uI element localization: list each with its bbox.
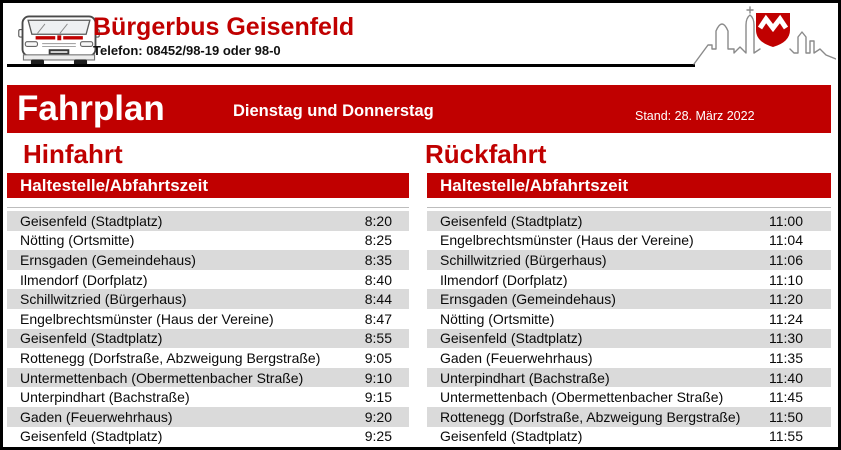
table-row: Geisenfeld (Stadtplatz) 8:20 (7, 211, 409, 231)
header-divider (7, 64, 695, 67)
stop-name: Geisenfeld (Stadtplatz) (20, 330, 163, 347)
table-row: Schillwitzried (Bürgerhaus) 11:06 (427, 250, 831, 270)
stop-name: Engelbrechtsmünster (Haus der Vereine) (440, 232, 694, 249)
departure-time: 11:40 (769, 369, 803, 386)
departure-time: 8:40 (364, 271, 392, 288)
stop-name: Untermettenbach (Obermettenbacher Straße… (20, 369, 304, 386)
table-row: Gaden (Feuerwehrhaus) 9:20 (7, 406, 409, 427)
table-row: Ernsgaden (Gemeindehaus) 8:35 (7, 250, 409, 270)
departure-time: 8:44 (364, 291, 392, 308)
title-banner: Fahrplan Dienstag und Donnerstag Stand: … (7, 85, 831, 133)
departure-time: 11:35 (769, 349, 803, 366)
stop-name: Ilmendorf (Dorfplatz) (440, 271, 568, 288)
stop-name: Schillwitzried (Bürgerhaus) (20, 291, 187, 308)
departure-time: 8:35 (364, 251, 392, 268)
stop-name: Geisenfeld (Stadtplatz) (440, 330, 583, 347)
table-row: Ernsgaden (Gemeindehaus) 11:20 (427, 289, 831, 309)
table-row: Nötting (Ortsmitte) 11:24 (427, 309, 831, 329)
geisenfeld-crest-icon (756, 13, 790, 47)
stop-name: Gaden (Feuerwehrhaus) (440, 349, 593, 366)
departure-time: 11:10 (769, 271, 803, 288)
table-row: Ilmendorf (Dorfplatz) 8:40 (7, 270, 409, 290)
departure-time: 11:00 (769, 212, 803, 229)
table-row: Unterpindhart (Bachstraße) 9:15 (7, 387, 409, 407)
hinfahrt-table: Geisenfeld (Stadtplatz) 8:20 Nötting (Orts… (7, 207, 409, 446)
table-row: Ilmendorf (Dorfplatz) 11:10 (427, 270, 831, 290)
rueckfahrt-table: Geisenfeld (Stadtplatz) 11:00 Engelbrechts… (427, 207, 831, 446)
departure-time: 11:45 (769, 389, 803, 406)
table-row: Schillwitzried (Bürgerhaus) 8:44 (7, 289, 409, 309)
table-row: Unterpindhart (Bachstraße) 11:40 (427, 367, 831, 388)
brand-phone: Telefon: 08452/98-19 oder 98-0 (93, 43, 281, 58)
stop-name: Nötting (Ortsmitte) (440, 310, 555, 327)
rueckfahrt-table-header: Haltestelle/Abfahrtszeit (427, 173, 831, 198)
stop-name: Schillwitzried (Bürgerhaus) (440, 251, 607, 268)
departure-time: 11:55 (769, 428, 803, 445)
table-row: Geisenfeld (Stadtplatz) 8:55 (7, 328, 409, 349)
stop-name: Engelbrechtsmünster (Haus der Vereine) (20, 310, 274, 327)
table-row: Geisenfeld (Stadtplatz) 11:00 (427, 211, 831, 231)
service-days: Dienstag und Donnerstag (233, 102, 434, 120)
bus-van-icon (18, 15, 100, 67)
departure-time: 11:24 (769, 310, 803, 327)
table-row: Engelbrechtsmünster (Haus der Vereine) 11… (427, 231, 831, 251)
stop-name: Geisenfeld (Stadtplatz) (20, 428, 163, 445)
stop-name: Geisenfeld (Stadtplatz) (20, 212, 163, 229)
table-row: Geisenfeld (Stadtplatz) 11:30 (427, 328, 831, 349)
table-row: Untermettenbach (Obermettenbacher Straße… (427, 387, 831, 407)
brand-title: Bürgerbus Geisenfeld (93, 13, 355, 41)
stop-name: Rottenegg (Dorfstraße, Abzweigung Bergst… (440, 408, 741, 425)
stop-name: Unterpindhart (Bachstraße) (20, 389, 190, 406)
hinfahrt-heading: Hinfahrt (23, 139, 123, 169)
stop-name: Gaden (Feuerwehrhaus) (20, 408, 173, 425)
departure-time: 11:20 (769, 291, 803, 308)
table-row: Geisenfeld (Stadtplatz) 11:55 (427, 427, 831, 447)
table-row: Gaden (Feuerwehrhaus) 11:35 (427, 348, 831, 368)
departure-time: 8:47 (364, 310, 392, 327)
table-row: Rottenegg (Dorfstraße, Abzweigung Bergst… (7, 348, 409, 368)
stop-name: Ilmendorf (Dorfplatz) (20, 271, 148, 288)
departure-time: 11:04 (769, 232, 803, 249)
departure-time: 9:15 (364, 389, 392, 406)
revision-date: Stand: 28. März 2022 (635, 109, 755, 123)
departure-time: 8:55 (364, 330, 392, 347)
departure-time: 9:20 (364, 408, 392, 425)
table-row: Rottenegg (Dorfstraße, Abzweigung Bergst… (427, 406, 831, 427)
table-row: Engelbrechtsmünster (Haus der Vereine) 8:… (7, 309, 409, 329)
stop-name: Ernsgaden (Gemeindehaus) (20, 251, 196, 268)
departure-time: 11:50 (769, 408, 803, 425)
departure-time: 8:20 (364, 212, 392, 229)
brand-block: Bürgerbus Geisenfeld Telefon: 08452/98-1… (93, 12, 354, 58)
departure-time: 11:06 (769, 251, 803, 268)
departure-time: 11:30 (769, 330, 803, 347)
page-title: Fahrplan (17, 89, 165, 128)
table-row: Geisenfeld (Stadtplatz) 9:25 (7, 427, 409, 447)
stop-name: Nötting (Ortsmitte) (20, 232, 135, 249)
stop-name: Geisenfeld (Stadtplatz) (440, 212, 583, 229)
table-row: Nötting (Ortsmitte) 8:25 (7, 231, 409, 251)
hinfahrt-table-header: Haltestelle/Abfahrtszeit (7, 173, 409, 198)
town-skyline-icon (693, 6, 836, 65)
table-row: Untermettenbach (Obermettenbacher Straße… (7, 367, 409, 388)
stop-name: Unterpindhart (Bachstraße) (440, 369, 610, 386)
stop-name: Geisenfeld (Stadtplatz) (440, 428, 583, 445)
stop-name: Ernsgaden (Gemeindehaus) (440, 291, 616, 308)
departure-time: 9:10 (364, 369, 392, 386)
rueckfahrt-heading: Rückfahrt (425, 139, 547, 169)
stop-name: Rottenegg (Dorfstraße, Abzweigung Bergst… (20, 349, 321, 366)
departure-time: 9:05 (364, 349, 392, 366)
departure-time: 9:25 (364, 428, 392, 445)
stop-name: Untermettenbach (Obermettenbacher Straße… (440, 389, 724, 406)
departure-time: 8:25 (364, 232, 392, 249)
